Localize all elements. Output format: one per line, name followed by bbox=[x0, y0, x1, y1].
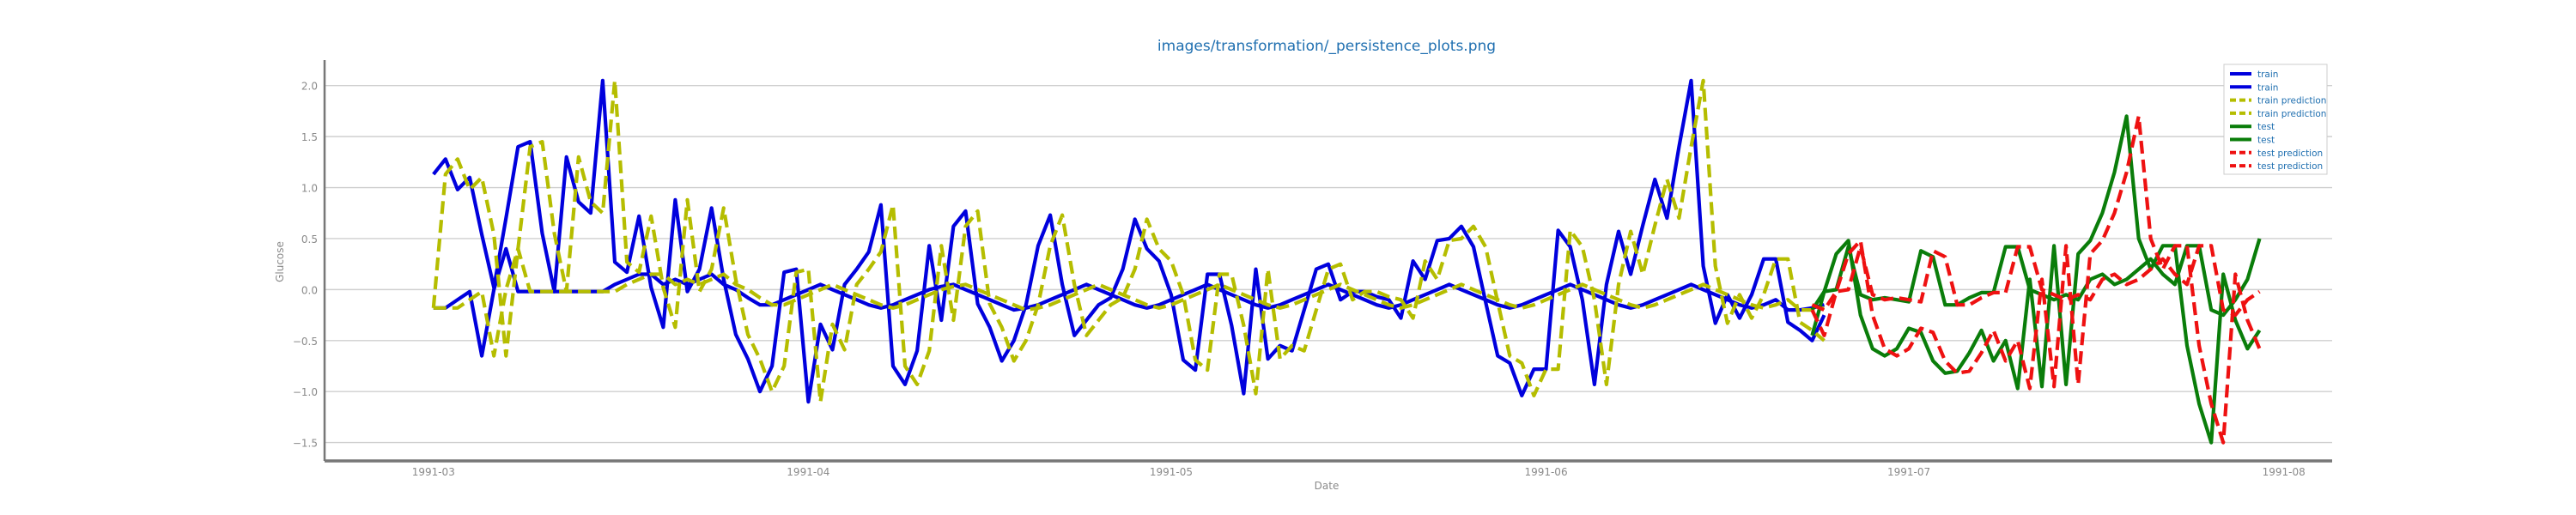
y-tick-label: 0.0 bbox=[301, 284, 318, 296]
legend-label: train bbox=[2257, 82, 2278, 93]
y-tick-label: −1.0 bbox=[293, 386, 318, 398]
legend-label: train prediction bbox=[2257, 96, 2326, 106]
legend-label: test prediction bbox=[2257, 148, 2323, 159]
axes bbox=[323, 60, 2332, 463]
grid-lines bbox=[325, 85, 2332, 444]
x-tick-label: 1991-07 bbox=[1887, 466, 1930, 478]
chart-title: images/transformation/_persistence_plots… bbox=[1157, 38, 1496, 55]
y-tick-label: 2.0 bbox=[301, 81, 318, 93]
y-tick-label: 1.5 bbox=[301, 131, 318, 143]
series-line-test-4 bbox=[1810, 114, 2262, 445]
y-tick-label: −0.5 bbox=[293, 336, 318, 348]
y-axis-label: Glucose bbox=[274, 241, 286, 282]
x-tick-label: 1991-05 bbox=[1150, 466, 1193, 478]
series-line-test-prediction-6 bbox=[1811, 114, 2262, 445]
y-tick-label: 0.5 bbox=[301, 233, 318, 245]
series-line-train-0 bbox=[432, 78, 1826, 404]
tick-labels: −1.5 −1.0 −0.5 0.0 0.5 1.0 1.5 2.0 1991-03 1991-0… bbox=[293, 81, 2306, 478]
y-tick-label: −1.5 bbox=[293, 438, 318, 450]
legend: train train train prediction train predicti… bbox=[2223, 64, 2328, 175]
series-lines bbox=[431, 78, 2262, 445]
x-tick-label: 1991-06 bbox=[1524, 466, 1567, 478]
x-tick-label: 1991-03 bbox=[412, 466, 455, 478]
x-tick-label: 1991-08 bbox=[2263, 466, 2306, 478]
series-line-train-prediction-2 bbox=[431, 78, 1826, 404]
series-line-test-prediction-7 bbox=[1810, 244, 2261, 337]
legend-box bbox=[2223, 64, 2328, 175]
series-line-train-prediction-3 bbox=[433, 246, 1825, 358]
legend-label: test prediction bbox=[2257, 161, 2323, 172]
legend-label: train prediction bbox=[2257, 109, 2326, 119]
x-tick-label: 1991-04 bbox=[787, 466, 829, 478]
y-tick-label: 1.0 bbox=[301, 183, 318, 195]
x-axis-label: Date bbox=[1315, 480, 1340, 492]
legend-label: test bbox=[2257, 122, 2275, 132]
legend-label: train bbox=[2257, 70, 2278, 80]
legend-label: test bbox=[2257, 136, 2275, 146]
